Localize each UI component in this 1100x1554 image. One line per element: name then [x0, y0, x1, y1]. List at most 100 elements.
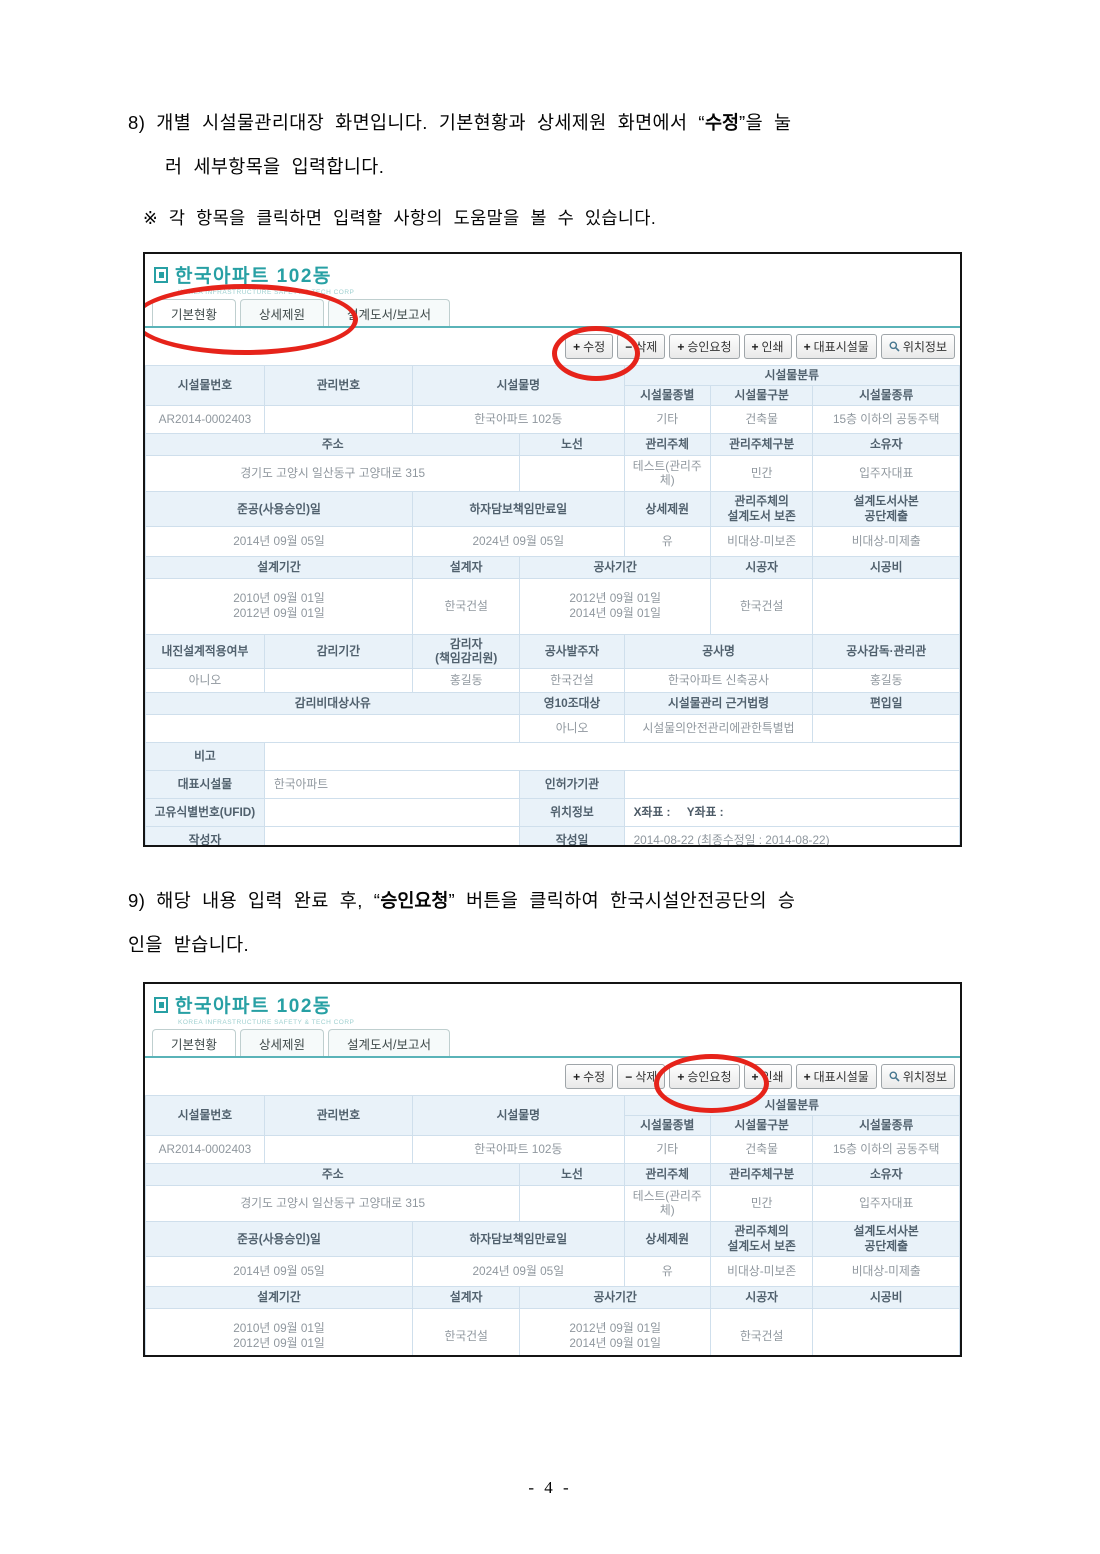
field-value-cell[interactable] — [263, 668, 413, 694]
field-value-cell[interactable] — [812, 1307, 960, 1355]
app-logo-icon — [154, 996, 168, 1013]
field-value-cell[interactable]: X좌표 : Y좌표 : — [623, 798, 960, 828]
field-value-cell[interactable]: 한국건설 — [411, 1307, 521, 1355]
tab-detail-spec[interactable]: 상세제원 — [240, 1029, 325, 1056]
button-label: 승인요청 — [687, 1070, 732, 1084]
field-label-cell: 시설물명 — [411, 1095, 625, 1136]
field-value-cell[interactable]: 15층 이하의 공동주택 — [812, 1134, 960, 1164]
field-value-cell[interactable]: 입주자대표 — [812, 454, 960, 493]
field-value-cell[interactable]: 유 — [623, 1255, 711, 1287]
field-label-cell: 편입일 — [812, 692, 960, 716]
field-label-cell: 주소 — [145, 432, 521, 456]
field-value-cell[interactable]: 15층 이하의 공동주택 — [812, 404, 960, 434]
field-value-cell[interactable] — [263, 1134, 413, 1164]
delete-button[interactable]: − 삭제 — [617, 334, 666, 359]
field-value-cell[interactable]: 아니오 — [145, 668, 265, 694]
field-value-cell[interactable] — [623, 770, 960, 800]
field-value-cell[interactable]: 홍길동 — [411, 668, 521, 694]
field-value-cell[interactable]: 테스트(관리주체) — [623, 1184, 711, 1223]
delete-button[interactable]: − 삭제 — [617, 1064, 666, 1089]
field-value-cell[interactable]: 비대상-미보존 — [709, 1255, 814, 1287]
field-value-cell[interactable]: 한국아파트 신축공사 — [623, 668, 814, 694]
tab-basic-status[interactable]: 기본현황 — [152, 1029, 237, 1056]
field-value-cell[interactable] — [519, 454, 625, 493]
field-value-cell[interactable]: 2014-08-22 (최종수정일 : 2014-08-22) — [623, 826, 960, 845]
location-info-button[interactable]: 위치정보 — [880, 1064, 955, 1089]
field-label-cell: 관리주체 — [623, 1162, 711, 1186]
field-value-cell[interactable]: 한국건설 — [411, 577, 521, 635]
field-value-cell[interactable]: 2010년 09월 01일 2012년 09월 01일 — [145, 1307, 413, 1355]
field-value-cell[interactable]: 2010년 09월 01일 2012년 09월 01일 — [145, 577, 413, 635]
representative-facility-button[interactable]: + 대표시설물 — [795, 1064, 877, 1089]
field-value-cell[interactable]: 한국건설 — [519, 668, 625, 694]
field-label-cell: 설계기간 — [145, 1285, 413, 1309]
tab-design-report[interactable]: 설계도서/보고서 — [328, 1029, 451, 1056]
tab-basic-status[interactable]: 기본현황 — [152, 299, 237, 326]
field-value-cell[interactable]: 기타 — [623, 404, 711, 434]
tab-detail-spec[interactable]: 상세제원 — [240, 299, 325, 326]
field-value-cell[interactable]: 2014년 09월 05일 — [145, 525, 413, 557]
edit-button[interactable]: + 수정 — [565, 334, 614, 359]
field-value-cell[interactable]: 기타 — [623, 1134, 711, 1164]
magnifier-icon — [889, 341, 900, 352]
toolbar: + 수정 − 삭제 + 승인요청 + 인쇄 + 대표시설물 위치정보 — [145, 1058, 960, 1094]
field-label-cell: 상세제원 — [623, 491, 711, 527]
representative-facility-button[interactable]: + 대표시설물 — [795, 334, 877, 359]
field-label-cell: 준공(사용승인)일 — [145, 1221, 413, 1257]
field-value-cell[interactable]: 테스트(관리주체) — [623, 454, 711, 493]
tab-design-report[interactable]: 설계도서/보고서 — [328, 299, 451, 326]
field-value-cell[interactable]: 2012년 09월 01일 2014년 09월 01일 — [519, 1307, 711, 1355]
field-value-cell[interactable]: 한국아파트 — [263, 770, 521, 800]
field-value-cell[interactable]: 한국아파트 102동 — [411, 404, 625, 434]
field-value-cell[interactable] — [263, 826, 521, 845]
approval-request-button[interactable]: + 승인요청 — [669, 334, 740, 359]
field-value-cell[interactable] — [263, 404, 413, 434]
field-value-cell[interactable]: 유 — [623, 525, 711, 557]
field-value-cell[interactable]: AR2014-0002403 — [145, 404, 265, 434]
field-value-cell[interactable]: 비대상-미제출 — [812, 525, 960, 557]
field-value-cell[interactable]: 아니오 — [519, 714, 625, 744]
field-label-cell: 관리주체의 설계도서 보존 — [709, 491, 814, 527]
field-value-cell[interactable]: 한국아파트 102동 — [411, 1134, 625, 1164]
field-value-cell[interactable]: 시설물의안전관리에관한특별법 — [623, 714, 814, 744]
field-value-cell[interactable] — [263, 742, 960, 772]
field-value-cell[interactable]: 건축물 — [709, 404, 814, 434]
field-value-cell[interactable]: 2024년 09월 05일 — [411, 525, 625, 557]
field-value-cell[interactable]: 비대상-미보존 — [709, 525, 814, 557]
field-value-cell[interactable]: 민간 — [709, 454, 814, 493]
app-title: 한국아파트 102동 — [175, 266, 332, 287]
field-value-cell[interactable]: 입주자대표 — [812, 1184, 960, 1223]
field-label-cell: 시설물번호 — [145, 365, 265, 406]
field-value-cell[interactable]: 경기도 고양시 일산동구 고양대로 315 — [145, 454, 521, 493]
field-value-cell[interactable]: 2012년 09월 01일 2014년 09월 01일 — [519, 577, 711, 635]
field-value-cell[interactable]: 2024년 09월 05일 — [411, 1255, 625, 1287]
field-value-cell[interactable]: 민간 — [709, 1184, 814, 1223]
field-label-cell: 시공비 — [812, 555, 960, 579]
minus-icon: − — [625, 1069, 633, 1084]
edit-button[interactable]: + 수정 — [565, 1064, 614, 1089]
field-value-cell[interactable]: 2014년 09월 05일 — [145, 1255, 413, 1287]
field-value-cell[interactable]: AR2014-0002403 — [145, 1134, 265, 1164]
print-button[interactable]: + 인쇄 — [743, 334, 792, 359]
print-button[interactable]: + 인쇄 — [743, 1064, 792, 1089]
field-value-cell[interactable] — [812, 577, 960, 635]
field-value-cell[interactable] — [263, 798, 521, 828]
field-label-cell: 상세제원 — [623, 1221, 711, 1257]
field-value-cell[interactable]: 경기도 고양시 일산동구 고양대로 315 — [145, 1184, 521, 1223]
field-value-cell[interactable] — [145, 714, 521, 744]
field-value-cell[interactable] — [812, 714, 960, 744]
field-value-cell[interactable]: 한국건설 — [709, 577, 814, 635]
field-label-cell: 관리주체 — [623, 432, 711, 456]
field-label-cell: 준공(사용승인)일 — [145, 491, 413, 527]
approval-request-button[interactable]: + 승인요청 — [669, 1064, 740, 1089]
field-label-cell: 고유식별번호(UFID) — [145, 798, 265, 828]
field-value-cell[interactable]: 한국건설 — [709, 1307, 814, 1355]
field-value-cell[interactable] — [519, 1184, 625, 1223]
step9-paragraph: 9) 해당 내용 입력 완료 후, “승인요청” 버튼을 클릭하여 한국시설안전… — [128, 879, 1002, 967]
field-label-cell: 공사기간 — [519, 555, 711, 579]
field-value-cell[interactable]: 건축물 — [709, 1134, 814, 1164]
location-info-button[interactable]: 위치정보 — [880, 334, 955, 359]
field-value-cell[interactable]: 비대상-미제출 — [812, 1255, 960, 1287]
field-value-cell[interactable]: 홍길동 — [812, 668, 960, 694]
app-logo-icon — [154, 266, 168, 283]
